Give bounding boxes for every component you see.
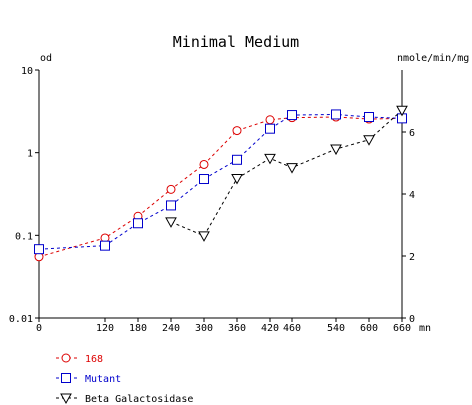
legend-label: Mutant — [85, 374, 121, 385]
data-point — [34, 244, 44, 255]
legend-marker — [61, 373, 71, 383]
data-point — [166, 184, 176, 194]
data-point — [231, 174, 243, 185]
data-point — [396, 105, 408, 117]
legend-marker — [61, 353, 71, 363]
legend-label: Beta Galactosidase — [85, 394, 193, 405]
series-1 — [34, 112, 407, 262]
x-tick-label: 0 — [36, 323, 42, 334]
x-tick-label: 460 — [283, 323, 301, 334]
legend: 168 Mutant Beta Galactosidase — [56, 353, 193, 405]
x-tick-label: 180 — [129, 323, 147, 334]
legend-item: Mutant — [56, 373, 121, 385]
data-point — [199, 174, 209, 185]
legend-marker — [60, 393, 72, 405]
data-point — [199, 159, 209, 169]
right-axis-label: nmole/min/mg — [397, 53, 469, 64]
x-tick-label: 240 — [162, 323, 180, 334]
series-3 — [165, 105, 408, 242]
series — [34, 105, 408, 262]
right-tick-label: 2 — [409, 252, 415, 263]
x-tick-label: 600 — [360, 323, 378, 334]
data-point — [232, 154, 242, 165]
data-point — [165, 217, 177, 228]
data-point — [100, 240, 110, 251]
left-tick-label: 1 — [27, 149, 33, 160]
x-tick-label: 540 — [327, 323, 345, 334]
data-point — [364, 112, 374, 123]
legend-label: 168 — [85, 354, 103, 365]
chart-title: Minimal Medium — [173, 33, 299, 51]
legend-item: Beta Galactosidase — [56, 393, 193, 405]
left-axis-label: od — [40, 53, 52, 64]
x-axis-unit: mn — [419, 323, 431, 334]
data-point — [331, 109, 341, 120]
left-tick-label: 10 — [21, 66, 33, 77]
data-point — [198, 231, 210, 242]
series-line — [38, 113, 403, 250]
x-tick-label: 120 — [96, 323, 114, 334]
data-point — [330, 144, 342, 156]
x-tick-label: 300 — [195, 323, 213, 334]
right-tick-label: 0 — [409, 314, 415, 325]
series-line — [38, 116, 403, 258]
data-point — [264, 153, 276, 165]
series-line — [170, 109, 403, 237]
data-point — [286, 163, 298, 174]
legend-item: 168 — [56, 353, 103, 365]
axes: 0 120 180 240 300 360 420 460 540 600 6601010.10.0… — [9, 66, 415, 334]
data-point — [287, 110, 297, 121]
right-tick-label: 6 — [409, 128, 415, 139]
left-tick-label: 0.1 — [15, 231, 33, 242]
x-tick-label: 660 — [393, 323, 411, 334]
left-tick-label: 0.01 — [9, 314, 33, 325]
data-point — [265, 115, 275, 125]
x-tick-label: 420 — [261, 323, 279, 334]
right-tick-label: 4 — [409, 190, 415, 201]
data-point — [133, 218, 143, 229]
series-2 — [34, 109, 407, 255]
data-point — [166, 200, 176, 211]
data-point — [265, 123, 275, 134]
x-tick-label: 360 — [228, 323, 246, 334]
data-point — [363, 135, 375, 146]
data-point — [232, 126, 242, 136]
